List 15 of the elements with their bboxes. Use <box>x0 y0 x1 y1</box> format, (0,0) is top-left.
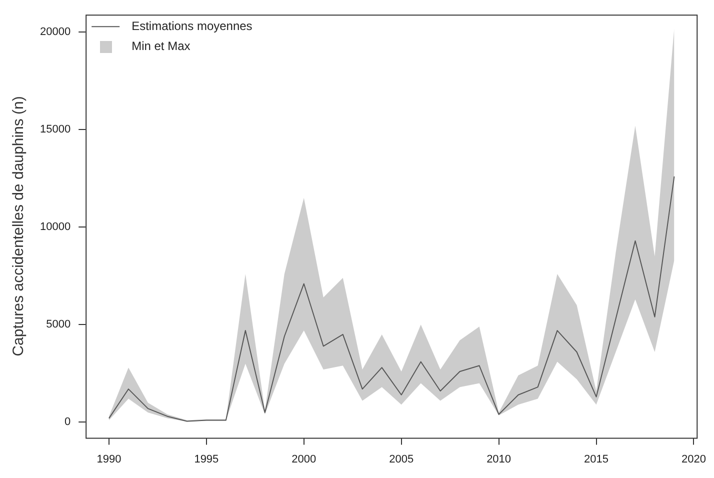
x-tick-label: 1990 <box>96 453 122 466</box>
y-tick-label: 10000 <box>40 221 71 234</box>
y-tick-label: 15000 <box>40 124 71 136</box>
y-tick-label: 0 <box>64 416 71 428</box>
legend-label: Estimations moyennes <box>132 18 252 33</box>
annotation: Min et Max <box>132 38 190 53</box>
x-tick-label: 2005 <box>389 453 414 466</box>
x-tick-label: 2010 <box>486 453 512 466</box>
y-axis-title: Captures accidentelles de dauphins (n) <box>10 96 28 356</box>
x-tick-label: 2020 <box>681 453 706 466</box>
x-tick-label: 1995 <box>194 453 219 466</box>
y-tick-label: 20000 <box>40 26 71 38</box>
y-tick-label: 5000 <box>46 318 71 331</box>
x-tick-label: 2015 <box>584 453 609 466</box>
x-tick-label: 2000 <box>292 453 316 466</box>
